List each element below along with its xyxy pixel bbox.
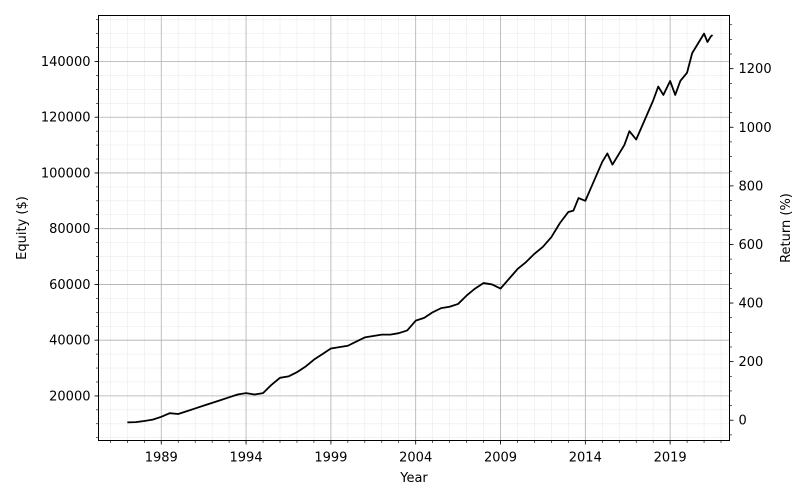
y-tick-label: 140000 bbox=[41, 55, 91, 70]
grid-lines bbox=[98, 15, 730, 441]
y2-tick-label: 400 bbox=[739, 297, 764, 312]
y2-tick-label: 600 bbox=[739, 238, 764, 253]
y2-axis-label: Return (%) bbox=[779, 193, 794, 263]
x-tick-label: 1994 bbox=[230, 451, 263, 466]
x-tick-label: 1999 bbox=[314, 451, 347, 466]
y-tick-label: 60000 bbox=[49, 278, 90, 293]
y2-tick-label: 0 bbox=[739, 414, 747, 429]
y-tick-label: 40000 bbox=[49, 334, 90, 349]
y-axis-label: Equity ($) bbox=[15, 196, 30, 260]
y2-tick-label: 1200 bbox=[739, 62, 772, 77]
y-tick-label: 120000 bbox=[41, 111, 91, 126]
y2-tick-label: 200 bbox=[739, 355, 764, 370]
series-layer bbox=[127, 32, 714, 424]
plot-frame bbox=[98, 15, 730, 441]
y2-tick-label: 1000 bbox=[739, 121, 772, 136]
y-tick-label: 100000 bbox=[41, 166, 91, 181]
x-tick-label: 2004 bbox=[399, 451, 432, 466]
y2-tick-label: 800 bbox=[739, 179, 764, 194]
equity-series-line bbox=[127, 32, 714, 424]
x-axis-label: Year bbox=[399, 471, 428, 486]
y-tick-label: 80000 bbox=[49, 222, 90, 237]
x-tick-label: 2009 bbox=[484, 451, 517, 466]
y-tick-label: 20000 bbox=[49, 389, 90, 404]
x-tick-label: 1989 bbox=[145, 451, 178, 466]
x-tick-label: 2019 bbox=[654, 451, 687, 466]
x-tick-label: 2014 bbox=[569, 451, 602, 466]
